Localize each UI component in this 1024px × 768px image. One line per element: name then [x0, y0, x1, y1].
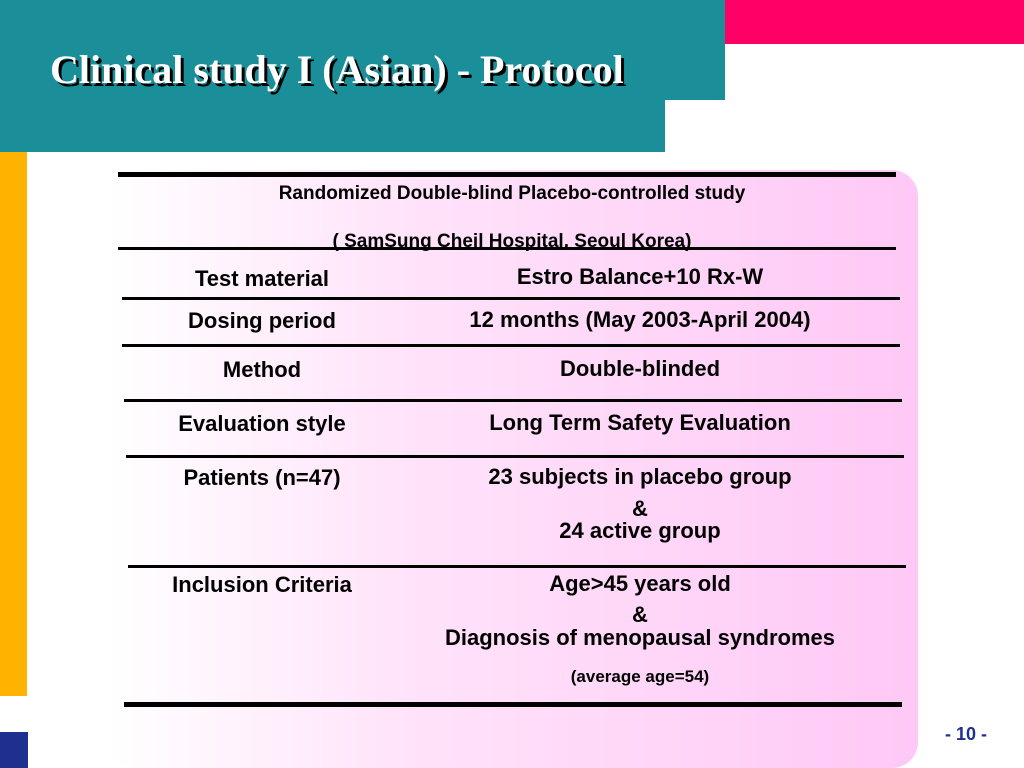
study-design-text: Randomized Double-blind Placebo-controll… — [278, 183, 746, 204]
row-value-inclusion-line2: Diagnosis of menopausal syndromes — [445, 625, 835, 650]
row-value-patients-ampersand: & — [632, 496, 648, 521]
row-label-patients: Patients (n=47) — [183, 465, 341, 490]
row-value-inclusion-line1: Age>45 years old — [549, 571, 731, 596]
row-divider — [118, 247, 896, 250]
row-label-test-material: Test material — [194, 266, 330, 291]
row-value-patients-line1: 23 subjects in placebo group — [488, 464, 792, 489]
title-banner-lower — [0, 100, 665, 152]
row-label-inclusion-criteria: Inclusion Criteria — [172, 572, 352, 597]
row-value-dosing-period: 12 months (May 2003-April 2004) — [469, 307, 811, 332]
row-divider — [122, 297, 900, 300]
row-divider — [124, 399, 902, 402]
row-label-method: Method — [222, 357, 302, 382]
table-bottom-rule — [124, 702, 902, 707]
row-value-evaluation-style: Long Term Safety Evaluation — [489, 410, 791, 435]
title-banner — [0, 0, 725, 100]
row-divider — [126, 455, 904, 458]
slide-title: Clinical study I (Asian) - Protocol — [50, 47, 624, 92]
page-number: - 10 - — [945, 724, 988, 744]
row-divider — [128, 565, 906, 568]
table-top-rule — [118, 172, 896, 177]
row-value-patients-line2: 24 active group — [559, 518, 721, 543]
protocol-panel — [108, 170, 918, 768]
navy-accent-block — [0, 732, 28, 768]
row-value-inclusion-ampersand: & — [632, 602, 648, 627]
study-site-text: ( SamSung Cheil Hospital, Seoul Korea) — [332, 231, 692, 252]
row-value-test-material: Estro Balance+10 Rx-W — [516, 264, 764, 289]
pink-accent-bar — [725, 0, 1024, 44]
yellow-accent-bar — [0, 152, 27, 696]
row-label-dosing-period: Dosing period — [188, 308, 336, 333]
row-divider — [122, 344, 900, 347]
average-age-note: (average age=54) — [570, 667, 710, 686]
row-value-method: Double-blinded — [559, 356, 721, 381]
row-label-evaluation-style: Evaluation style — [178, 411, 346, 436]
